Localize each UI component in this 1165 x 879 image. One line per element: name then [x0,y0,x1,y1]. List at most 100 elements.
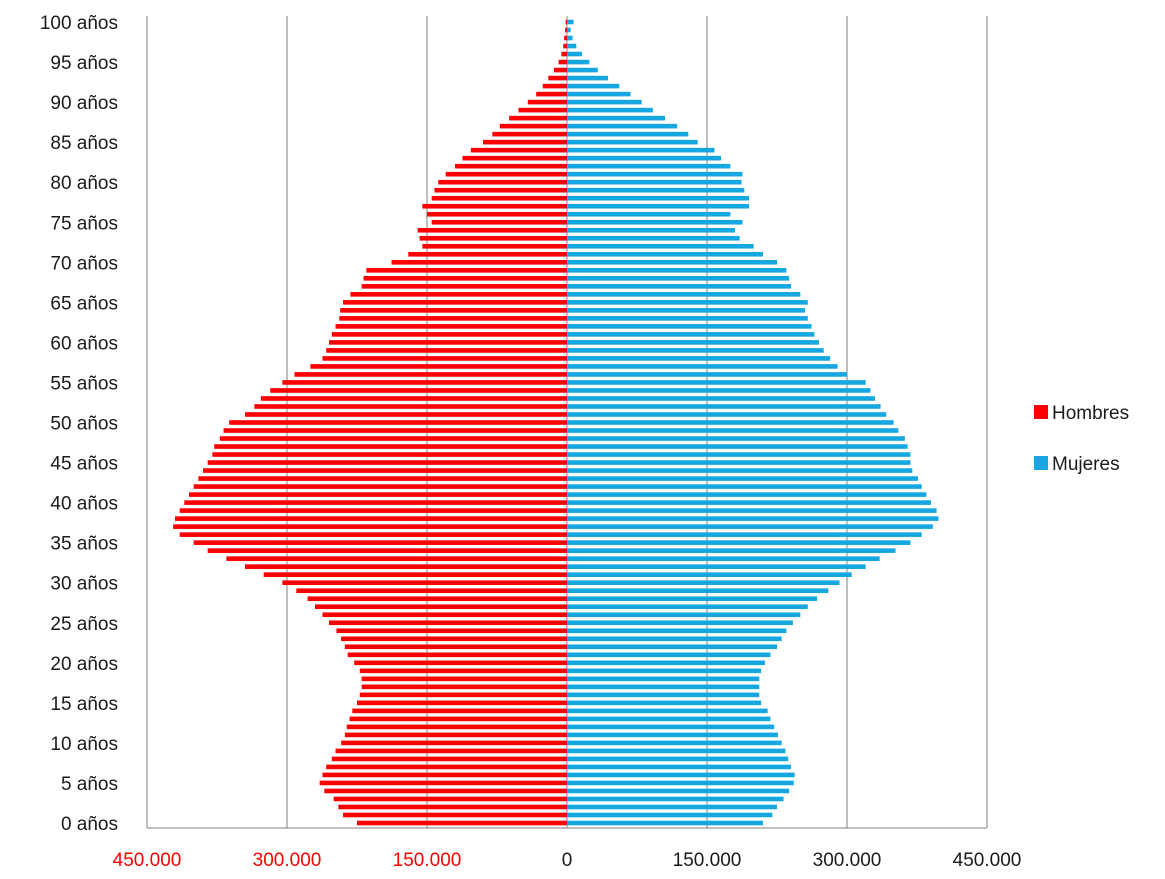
mujeres-bars [567,19,939,826]
bar-hombres [344,732,567,738]
bar-hombres [361,684,567,690]
bar-mujeres [567,388,871,393]
x-axis-tick-labels: 450.000 300.000 150.000 0 150.000 300.000 450.… [113,850,1022,871]
bar-hombres [335,748,567,754]
y-tick-label: 5 años [61,774,118,795]
y-tick-label: 20 años [50,654,118,675]
bar-mujeres [567,716,771,722]
bar-mujeres [567,748,786,754]
bar-mujeres [567,484,922,489]
y-tick-label: 90 años [50,93,118,114]
bar-hombres [357,700,567,706]
bar-hombres [184,500,568,505]
bar-hombres [563,43,567,49]
legend-label-mujeres: Mujeres [1052,454,1120,475]
bar-hombres [322,612,567,618]
bar-mujeres [567,308,805,313]
bar-mujeres [567,636,782,642]
y-tick-label: 100 años [40,13,118,34]
y-axis-tick-labels: 0 años 5 años 10 años 15 años 20 años 25 años… [40,13,118,835]
y-tick-label: 95 años [50,53,118,74]
bar-mujeres [567,548,896,553]
bar-mujeres [567,219,743,225]
bar-hombres [341,740,567,746]
bar-hombres [310,364,567,369]
bar-hombres [207,460,567,465]
bar-mujeres [567,187,745,193]
bar-mujeres [567,724,775,730]
bar-mujeres [567,131,689,137]
bar-hombres [431,195,567,201]
bar-mujeres [567,604,808,610]
bar-hombres [343,300,567,305]
bar-mujeres [567,652,771,658]
bar-mujeres [567,500,931,505]
legend: Hombres Mujeres [1034,403,1129,475]
y-tick-label: 55 años [50,373,118,394]
bar-mujeres [567,804,777,810]
bar-hombres [229,420,567,425]
bar-hombres [223,428,568,433]
x-tick-label: 450.000 [953,850,1022,871]
bar-mujeres [567,508,937,513]
legend-label-hombres: Hombres [1052,403,1129,424]
bar-hombres [344,644,567,650]
bar-hombres [175,516,567,521]
bar-hombres [509,115,567,121]
bar-hombres [352,708,567,714]
bar-hombres [422,243,567,249]
bar-mujeres [567,67,598,73]
y-tick-label: 80 años [50,173,118,194]
bar-mujeres [567,139,698,145]
bar-hombres [492,131,567,137]
bar-hombres [349,716,567,722]
y-tick-label: 30 años [50,574,118,595]
bar-hombres [565,27,567,33]
bar-hombres [361,676,567,682]
bar-mujeres [567,740,782,746]
legend-item-mujeres: Mujeres [1034,454,1120,475]
bar-mujeres [567,596,818,602]
x-tick-label: 450.000 [113,850,182,871]
bar-mujeres [567,35,573,41]
bar-mujeres [567,91,631,97]
bar-hombres [336,628,567,634]
bar-hombres [462,155,567,161]
bar-mujeres [567,155,721,161]
legend-item-hombres: Hombres [1034,403,1129,424]
bar-hombres [254,404,568,409]
bar-mujeres [567,115,665,121]
bar-hombres [207,548,567,553]
bar-mujeres [567,620,793,626]
bar-hombres [214,444,567,449]
bar-hombres [294,372,567,377]
bar-hombres [339,316,567,321]
x-tick-label: 150.000 [393,850,462,871]
bar-hombres [527,99,567,105]
bar-hombres [329,620,567,626]
bar-hombres [565,19,567,25]
bar-hombres [470,147,567,153]
bar-mujeres [567,460,911,465]
bar-hombres [193,484,567,489]
bar-mujeres [567,364,838,369]
bar-mujeres [567,412,887,417]
bar-hombres [548,75,567,81]
bar-hombres [359,692,567,698]
bar-mujeres [567,676,760,682]
bar-mujeres [567,572,852,577]
bar-hombres [307,596,567,602]
bar-hombres [483,139,567,145]
bar-mujeres [567,532,922,537]
bar-hombres [322,772,567,778]
bar-hombres [219,436,568,441]
bar-mujeres [567,243,754,249]
bar-hombres [326,764,567,770]
bar-mujeres [567,580,840,585]
bar-hombres [350,292,567,297]
bar-mujeres [567,107,653,113]
bar-hombres [542,83,567,89]
x-tick-label: 300.000 [253,850,322,871]
bar-hombres [245,412,567,417]
bar-mujeres [567,332,815,337]
